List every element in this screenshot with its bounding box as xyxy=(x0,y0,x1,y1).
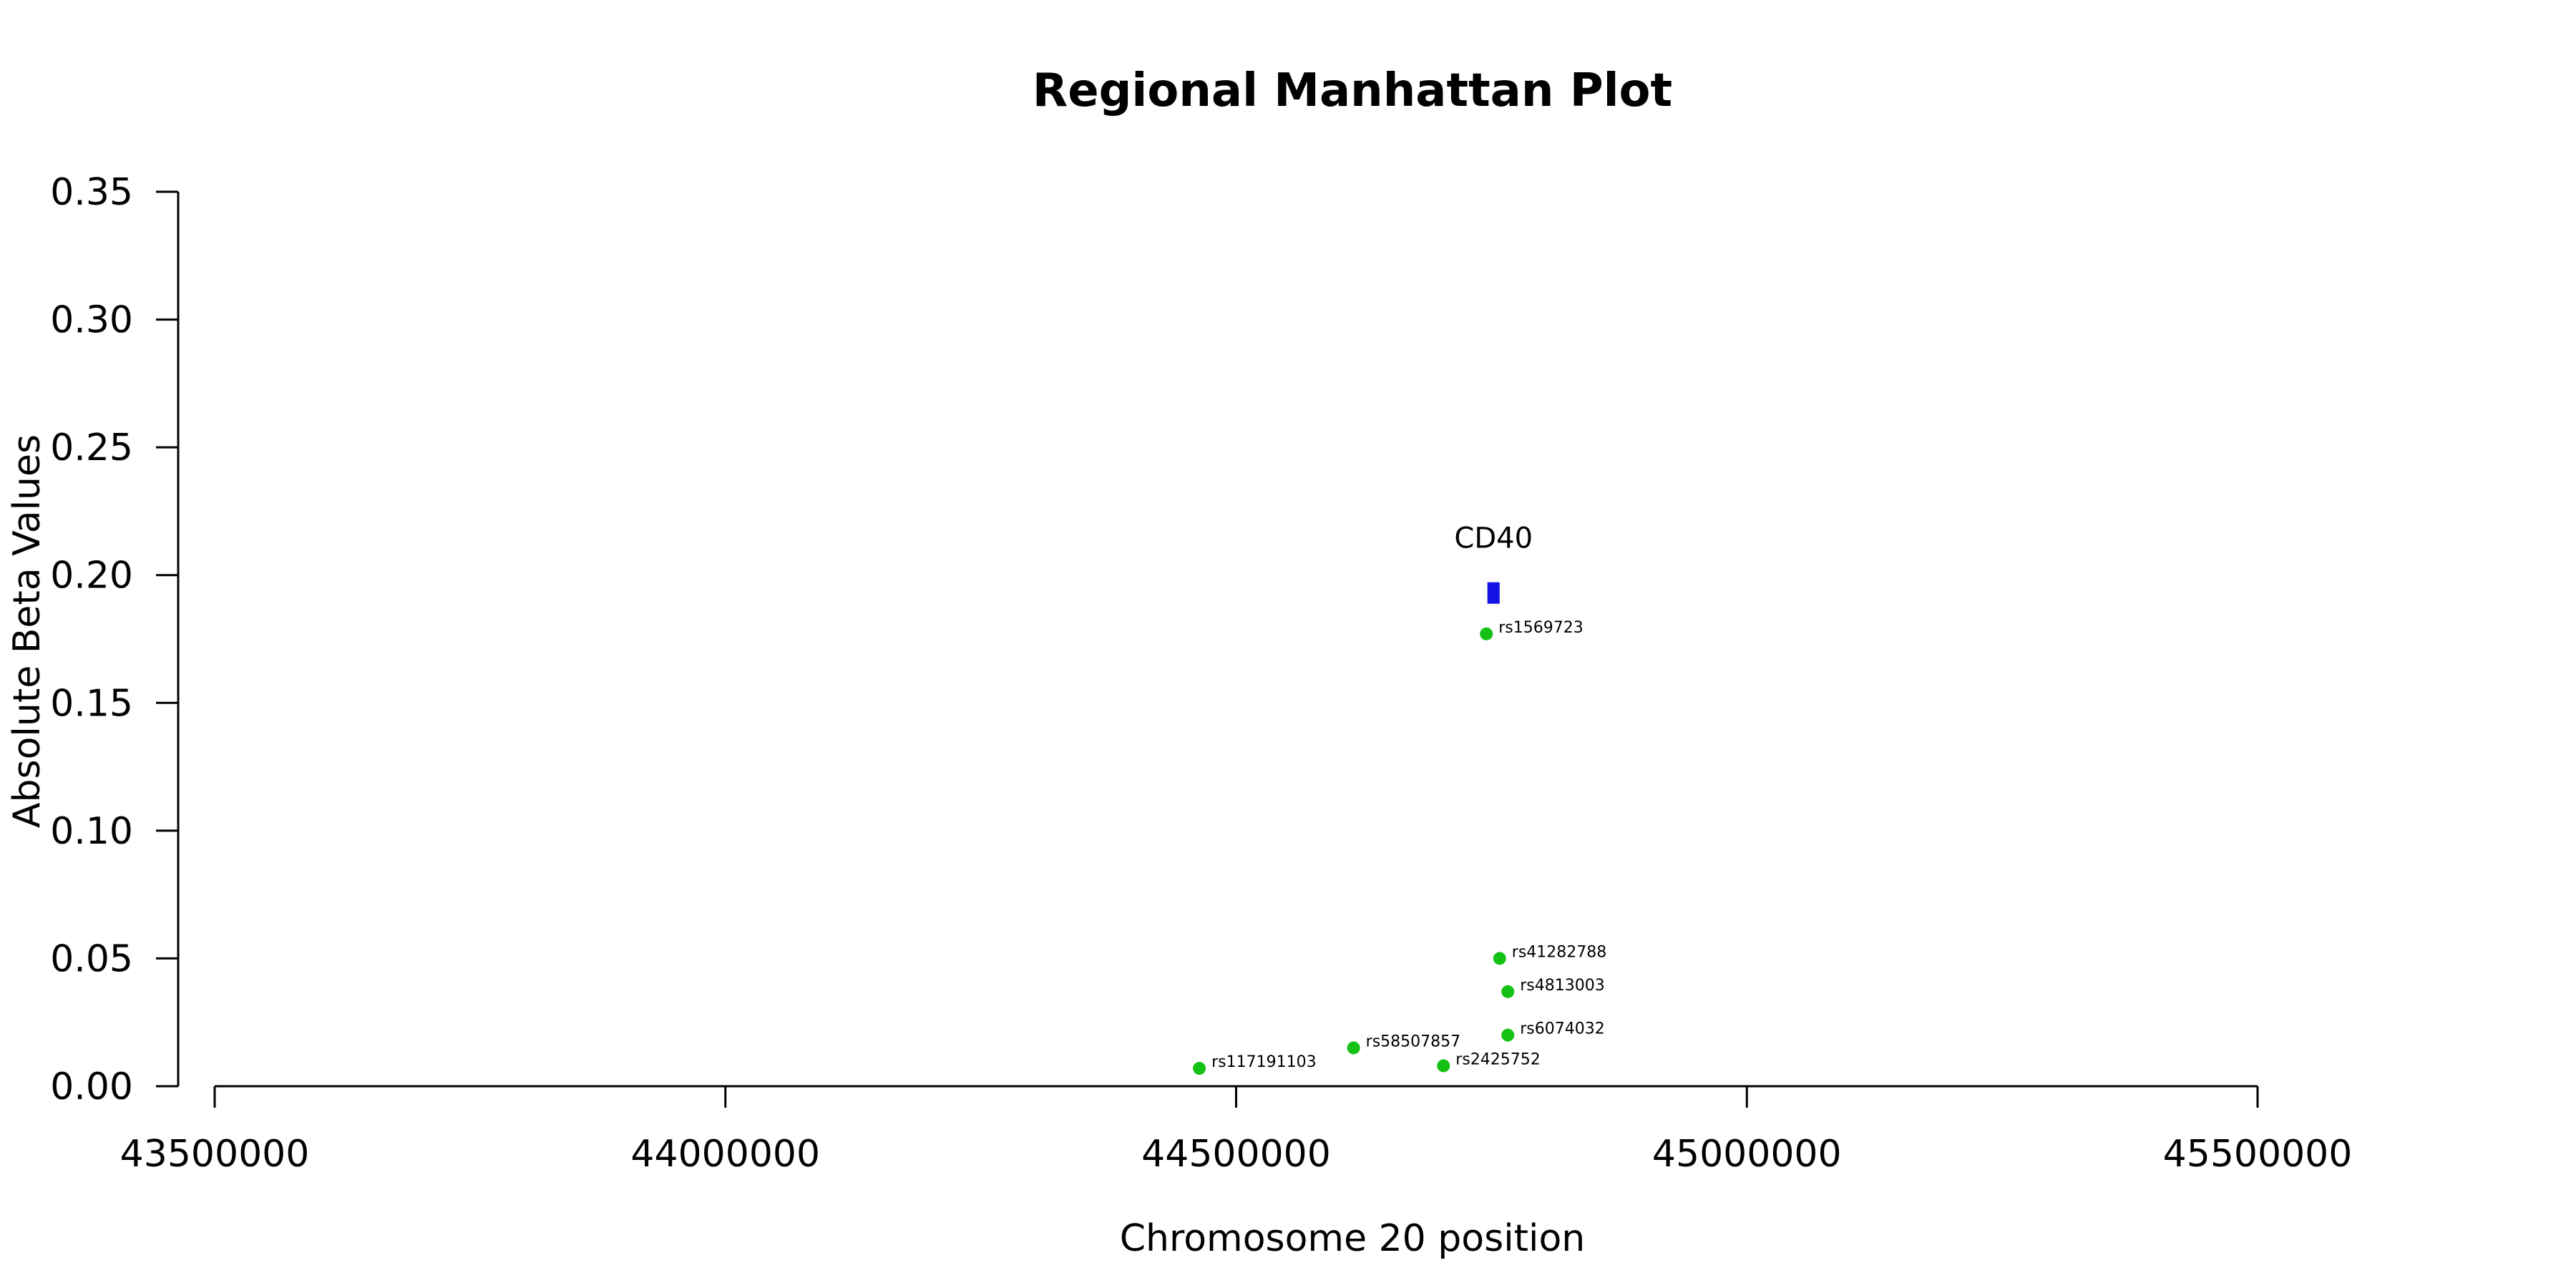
snp-point-label: rs6074032 xyxy=(1520,1020,1605,1038)
y-tick-label: 0.00 xyxy=(50,1065,133,1108)
y-axis-ticks: 0.00 0.05 0.10 0.15 0.20 0.25 0.30 0.35 xyxy=(50,171,178,1108)
gene-marker-label: CD40 xyxy=(1454,522,1533,555)
y-tick-label: 0.25 xyxy=(50,426,133,469)
y-tick-label: 0.15 xyxy=(50,682,133,725)
snp-points: rs1569723 rs41282788 rs4813003 rs6074032 rs5… xyxy=(1193,619,1606,1075)
snp-point-label: rs41282788 xyxy=(1512,943,1606,961)
x-tick-label: 44500000 xyxy=(1141,1133,1331,1176)
y-tick-label: 0.20 xyxy=(50,555,133,597)
x-axis-ticks: 43500000 44000000 44500000 45000000 45500000 xyxy=(120,1086,2353,1176)
x-tick-label: 45500000 xyxy=(2163,1133,2353,1176)
y-tick-label: 0.30 xyxy=(50,299,133,342)
snp-point xyxy=(1347,1041,1360,1055)
snp-point xyxy=(1480,627,1493,640)
snp-point xyxy=(1493,952,1506,965)
x-tick-label: 44000000 xyxy=(630,1133,820,1176)
x-axis-label: Chromosome 20 position xyxy=(1120,1217,1586,1260)
snp-point xyxy=(1501,985,1515,998)
y-tick-label: 0.35 xyxy=(50,171,133,214)
snp-point xyxy=(1193,1062,1206,1075)
snp-point xyxy=(1501,1028,1515,1042)
x-tick-label: 45000000 xyxy=(1652,1133,1842,1176)
snp-point-label: rs117191103 xyxy=(1211,1053,1316,1071)
y-tick-label: 0.10 xyxy=(50,810,133,853)
snp-point-label: rs58507857 xyxy=(1366,1033,1460,1050)
snp-point-label: rs1569723 xyxy=(1498,619,1584,637)
snp-point-label: rs2425752 xyxy=(1455,1050,1541,1068)
y-axis-label: Absolute Beta Values xyxy=(6,434,49,828)
snp-point-label: rs4813003 xyxy=(1520,977,1605,995)
gene-markers: CD40 xyxy=(1454,522,1533,604)
x-tick-label: 43500000 xyxy=(120,1133,310,1176)
snp-point xyxy=(1437,1059,1450,1073)
chart-title: Regional Manhattan Plot xyxy=(1033,64,1672,117)
y-tick-label: 0.05 xyxy=(50,937,133,980)
gene-marker-rect xyxy=(1487,582,1500,604)
